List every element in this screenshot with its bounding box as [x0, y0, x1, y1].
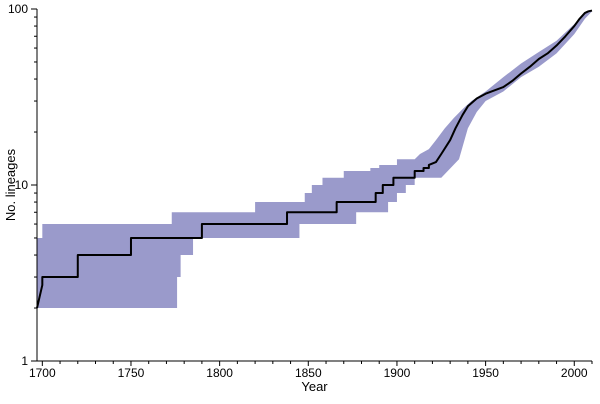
- x-tick-label: 1750: [118, 366, 145, 380]
- y-tick-label: 1: [21, 354, 28, 368]
- axes: 1 10 100 1700 1750 1800 1850 1900 1950 2000: [8, 2, 593, 380]
- y-tick-label: 10: [15, 178, 29, 192]
- y-axis-title: No. lineages: [3, 148, 18, 221]
- x-tick-label: 1900: [384, 366, 411, 380]
- y-tick-label: 100: [8, 2, 28, 16]
- plot-area: [36, 9, 593, 309]
- x-axis-title: Year: [301, 379, 328, 394]
- x-tick-label: 1950: [472, 366, 499, 380]
- x-tick-label: 1700: [29, 366, 56, 380]
- y-ticks: 1 10 100: [8, 2, 37, 368]
- x-tick-label: 1800: [206, 366, 233, 380]
- x-ticks: 1700 1750 1800 1850 1900 1950 2000: [29, 361, 593, 380]
- x-tick-label: 1850: [295, 366, 322, 380]
- x-tick-label: 2000: [561, 366, 588, 380]
- median-line: [36, 9, 593, 309]
- confidence-band: [37, 9, 592, 309]
